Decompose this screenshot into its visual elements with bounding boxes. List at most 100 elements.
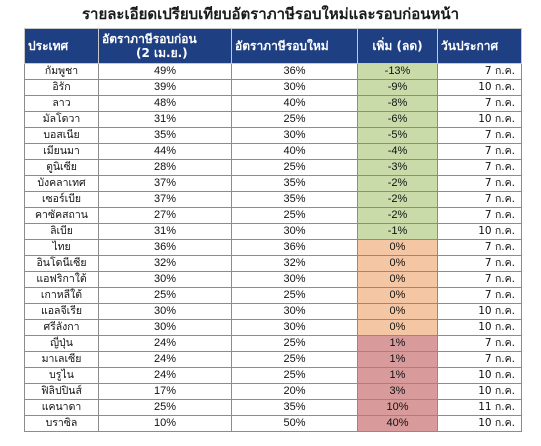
announce-date-cell: 11 ก.ค. [437, 399, 522, 416]
table-row: ญี่ปุ่น 24% 25% 1% 7 ก.ค. [24, 335, 522, 352]
announce-date-cell: 10 ก.ค. [437, 415, 522, 432]
change-cell: -2% [357, 175, 438, 192]
change-cell: -6% [357, 111, 438, 128]
new-rate-cell: 25% [231, 367, 358, 384]
new-rate-cell: 25% [231, 159, 358, 176]
change-cell: 0% [357, 239, 438, 256]
change-cell: 0% [357, 287, 438, 304]
country-cell: บังคลาเทศ [24, 175, 99, 192]
previous-rate-cell: 32% [98, 255, 232, 272]
country-cell: เมียนมา [24, 143, 99, 160]
change-cell: -13% [357, 63, 438, 80]
previous-rate-cell: 10% [98, 415, 232, 432]
table-row: ฟิลิปปินส์ 17% 20% 3% 10 ก.ค. [24, 383, 522, 400]
announce-date-cell: 7 ก.ค. [437, 127, 522, 144]
announce-date-cell: 7 ก.ค. [437, 239, 522, 256]
table-title: รายละเอียดเปรียบเทียบอัตราภาษีรอบใหม่และ… [81, 5, 460, 23]
table-body: กัมพูชา 49% 36% -13% 7 ก.ค. อิรัก 39% 30% -9% 10 … [24, 63, 522, 432]
country-cell: แอฟริกาใต้ [24, 271, 99, 288]
previous-rate-cell: 25% [98, 287, 232, 304]
announce-date-cell: 7 ก.ค. [437, 95, 522, 112]
table-row: ศรีลังกา 30% 30% 0% 10 ก.ค. [24, 319, 522, 336]
previous-rate-cell: 36% [98, 239, 232, 256]
announce-date-cell: 10 ก.ค. [437, 319, 522, 336]
header-new-rate: อัตราภาษีรอบใหม่ [231, 28, 358, 64]
new-rate-cell: 50% [231, 415, 358, 432]
country-cell: อินโดนีเซีย [24, 255, 99, 272]
table-row: บรูไน 24% 25% 1% 10 ก.ค. [24, 367, 522, 384]
table-row: เซอร์เบีย 37% 35% -2% 7 ก.ค. [24, 191, 522, 208]
new-rate-cell: 25% [231, 351, 358, 368]
previous-rate-cell: 27% [98, 207, 232, 224]
change-cell: -1% [357, 223, 438, 240]
new-rate-cell: 35% [231, 191, 358, 208]
table-row: ลาว 48% 40% -8% 7 ก.ค. [24, 95, 522, 112]
table-row: มาเลเซีย 24% 25% 1% 7 ก.ค. [24, 351, 522, 368]
table-row: อิรัก 39% 30% -9% 10 ก.ค. [24, 79, 522, 96]
table-row: บังคลาเทศ 37% 35% -2% 7 ก.ค. [24, 175, 522, 192]
header-previous-rate: อัตราภาษีรอบก่อน (2 เม.ย.) [98, 28, 232, 64]
country-cell: แอลจีเรีย [24, 303, 99, 320]
new-rate-cell: 40% [231, 143, 358, 160]
new-rate-cell: 30% [231, 271, 358, 288]
new-rate-cell: 36% [231, 239, 358, 256]
new-rate-cell: 35% [231, 175, 358, 192]
tariff-comparison-table: ประเทศ อัตราภาษีรอบก่อน (2 เม.ย.) อัตราภ… [24, 28, 522, 432]
announce-date-cell: 10 ก.ค. [437, 367, 522, 384]
change-cell: 0% [357, 303, 438, 320]
country-cell: มัลโดวา [24, 111, 99, 128]
change-cell: 0% [357, 271, 438, 288]
new-rate-cell: 25% [231, 111, 358, 128]
header-row: ประเทศ อัตราภาษีรอบก่อน (2 เม.ย.) อัตราภ… [24, 28, 522, 64]
announce-date-cell: 10 ก.ค. [437, 303, 522, 320]
table-row: อินโดนีเซีย 32% 32% 0% 7 ก.ค. [24, 255, 522, 272]
header-change: เพิ่ม (ลด) [357, 28, 438, 64]
table-row: แอลจีเรีย 30% 30% 0% 10 ก.ค. [24, 303, 522, 320]
previous-rate-cell: 24% [98, 367, 232, 384]
change-cell: -4% [357, 143, 438, 160]
new-rate-cell: 30% [231, 79, 358, 96]
country-cell: ฟิลิปปินส์ [24, 383, 99, 400]
previous-rate-cell: 44% [98, 143, 232, 160]
announce-date-cell: 7 ก.ค. [437, 143, 522, 160]
previous-rate-cell: 49% [98, 63, 232, 80]
change-cell: 0% [357, 319, 438, 336]
change-cell: 40% [357, 415, 438, 432]
country-cell: เกาหลีใต้ [24, 287, 99, 304]
previous-rate-cell: 30% [98, 303, 232, 320]
previous-rate-cell: 30% [98, 271, 232, 288]
country-cell: ญี่ปุ่น [24, 335, 99, 352]
new-rate-cell: 30% [231, 319, 358, 336]
announce-date-cell: 7 ก.ค. [437, 335, 522, 352]
change-cell: 3% [357, 383, 438, 400]
announce-date-cell: 10 ก.ค. [437, 383, 522, 400]
country-cell: เซอร์เบีย [24, 191, 99, 208]
announce-date-cell: 10 ก.ค. [437, 111, 522, 128]
announce-date-cell: 7 ก.ค. [437, 351, 522, 368]
previous-rate-cell: 31% [98, 223, 232, 240]
previous-rate-cell: 25% [98, 399, 232, 416]
new-rate-cell: 25% [231, 335, 358, 352]
announce-date-cell: 7 ก.ค. [437, 287, 522, 304]
country-cell: กัมพูชา [24, 63, 99, 80]
previous-rate-cell: 39% [98, 79, 232, 96]
announce-date-cell: 7 ก.ค. [437, 191, 522, 208]
new-rate-cell: 20% [231, 383, 358, 400]
country-cell: คาซัคสถาน [24, 207, 99, 224]
previous-rate-cell: 17% [98, 383, 232, 400]
announce-date-cell: 7 ก.ค. [437, 255, 522, 272]
new-rate-cell: 40% [231, 95, 358, 112]
table-row: เกาหลีใต้ 25% 25% 0% 7 ก.ค. [24, 287, 522, 304]
new-rate-cell: 30% [231, 127, 358, 144]
new-rate-cell: 25% [231, 207, 358, 224]
country-cell: ศรีลังกา [24, 319, 99, 336]
change-cell: -5% [357, 127, 438, 144]
change-cell: -2% [357, 191, 438, 208]
table-row: เมียนมา 44% 40% -4% 7 ก.ค. [24, 143, 522, 160]
new-rate-cell: 25% [231, 287, 358, 304]
announce-date-cell: 10 ก.ค. [437, 79, 522, 96]
previous-rate-cell: 24% [98, 351, 232, 368]
change-cell: -8% [357, 95, 438, 112]
header-announce-date: วันประกาศ [437, 28, 522, 64]
change-cell: 10% [357, 399, 438, 416]
